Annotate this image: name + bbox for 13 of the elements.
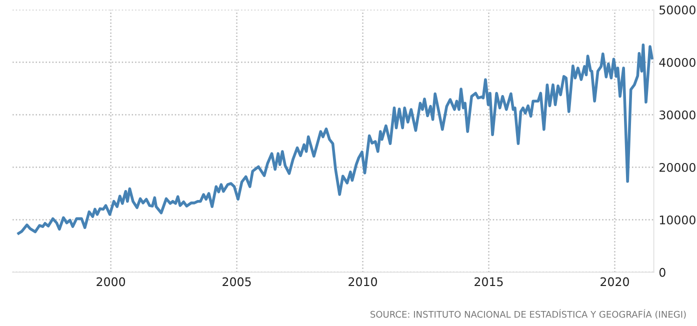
source-note: SOURCE: INSTITUTO NACIONAL DE ESTADÍSTICA Y GEOGRAFÍA (INEGI) — [370, 309, 686, 319]
x-tick-label: 2010 — [348, 277, 378, 286]
y-tick-label: 50000 — [660, 6, 696, 14]
y-tick-label: 10000 — [660, 215, 696, 224]
y-tick-label: 30000 — [660, 110, 696, 120]
x-tick-label: 2020 — [600, 277, 629, 286]
y-tick-label: 0 — [659, 268, 666, 277]
x-tick-label: 2000 — [96, 277, 126, 286]
y-tick-label: 20000 — [660, 162, 696, 172]
y-tick-label: 40000 — [659, 58, 696, 67]
x-tick-label: 2005 — [222, 277, 251, 286]
x-tick-label: 2015 — [474, 277, 503, 286]
line-series — [17, 44, 654, 235]
